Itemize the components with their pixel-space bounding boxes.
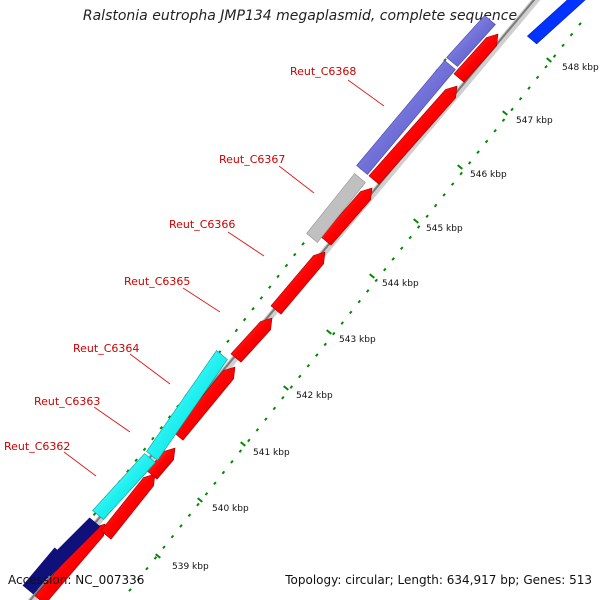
gene-label-reut-c6366[interactable]: Reut_C6366 bbox=[169, 218, 235, 231]
genes-count-text: Genes: 513 bbox=[523, 573, 592, 587]
accession-text: Accession: NC_007336 bbox=[8, 573, 145, 587]
gene-labels: Reut_C6362 Reut_C6363 Reut_C6364 Reut_C6… bbox=[4, 65, 356, 453]
pseudo-gene-gray[interactable] bbox=[306, 173, 366, 243]
cds-forward-8[interactable] bbox=[368, 85, 458, 185]
gene-label-reut-c6364[interactable]: Reut_C6364 bbox=[73, 342, 139, 355]
major-tick-1 bbox=[155, 553, 161, 559]
major-tick-10 bbox=[546, 57, 552, 63]
leader-line-4 bbox=[182, 287, 221, 313]
cds-reverse-cyan-2[interactable] bbox=[146, 350, 228, 461]
major-tick-9 bbox=[502, 110, 508, 116]
cds-blue[interactable] bbox=[526, 0, 589, 45]
length-text: Length: 634,917 bp; bbox=[397, 573, 520, 587]
label-leaders bbox=[63, 79, 385, 477]
cds-reverse-navy-2[interactable] bbox=[39, 517, 101, 577]
kbp-label-544: 544 kbp bbox=[382, 279, 419, 289]
cds-forward-3[interactable] bbox=[146, 447, 176, 480]
leader-line-7 bbox=[347, 79, 385, 107]
cds-reverse-cyan-1[interactable] bbox=[92, 453, 156, 520]
kbp-label-548: 548 kbp bbox=[562, 63, 599, 73]
kbp-label-540: 540 kbp bbox=[212, 504, 249, 514]
leader-line-2 bbox=[93, 406, 131, 433]
tick-row-inner bbox=[128, 22, 582, 592]
leader-line-6 bbox=[278, 165, 315, 194]
kbp-label-543: 543 kbp bbox=[339, 335, 376, 345]
leader-line-1 bbox=[63, 451, 97, 477]
cds-forward-6[interactable] bbox=[270, 251, 326, 315]
map-title: Ralstonia eutropha JMP134 megaplasmid, c… bbox=[82, 8, 518, 24]
leader-line-5 bbox=[227, 231, 265, 257]
gene-label-reut-c6362[interactable]: Reut_C6362 bbox=[4, 440, 70, 453]
leader-line-3 bbox=[129, 353, 171, 385]
gene-features bbox=[22, 0, 589, 600]
kbp-label-539: 539 kbp bbox=[172, 562, 209, 572]
kbp-label-541: 541 kbp bbox=[253, 448, 290, 458]
cds-forward-9[interactable] bbox=[453, 33, 499, 83]
cds-forward-5[interactable] bbox=[230, 317, 273, 363]
gene-label-reut-c6368[interactable]: Reut_C6368 bbox=[290, 65, 356, 78]
kbp-label-545: 545 kbp bbox=[426, 224, 463, 234]
cds-reverse-purple-1[interactable] bbox=[356, 60, 456, 175]
major-tick-2 bbox=[197, 497, 203, 503]
gene-label-reut-c6365[interactable]: Reut_C6365 bbox=[124, 275, 190, 288]
kbp-label-547: 547 kbp bbox=[516, 116, 553, 126]
major-tick-5 bbox=[326, 329, 332, 335]
kbp-label-546: 546 kbp bbox=[470, 170, 507, 180]
major-tick-6 bbox=[369, 273, 375, 279]
kbp-label-542: 542 kbp bbox=[296, 391, 333, 401]
cds-reverse-purple-2[interactable] bbox=[446, 15, 496, 67]
major-tick-7 bbox=[413, 218, 419, 224]
kbp-labels: 539 kbp 540 kbp 541 kbp 542 kbp 543 kbp … bbox=[172, 63, 599, 572]
summary-text: Topology: circular; Length: 634,917 bp; … bbox=[285, 573, 592, 587]
gene-label-reut-c6367[interactable]: Reut_C6367 bbox=[219, 153, 285, 166]
major-tick-4 bbox=[283, 385, 289, 391]
cds-forward-2[interactable] bbox=[100, 473, 156, 540]
gene-label-reut-c6363[interactable]: Reut_C6363 bbox=[34, 395, 100, 408]
major-tick-3 bbox=[240, 441, 246, 447]
major-tick-8 bbox=[457, 164, 463, 170]
tick-rows bbox=[34, 22, 582, 592]
topology-text: Topology: circular; bbox=[285, 573, 394, 587]
cds-forward-7[interactable] bbox=[320, 187, 373, 246]
